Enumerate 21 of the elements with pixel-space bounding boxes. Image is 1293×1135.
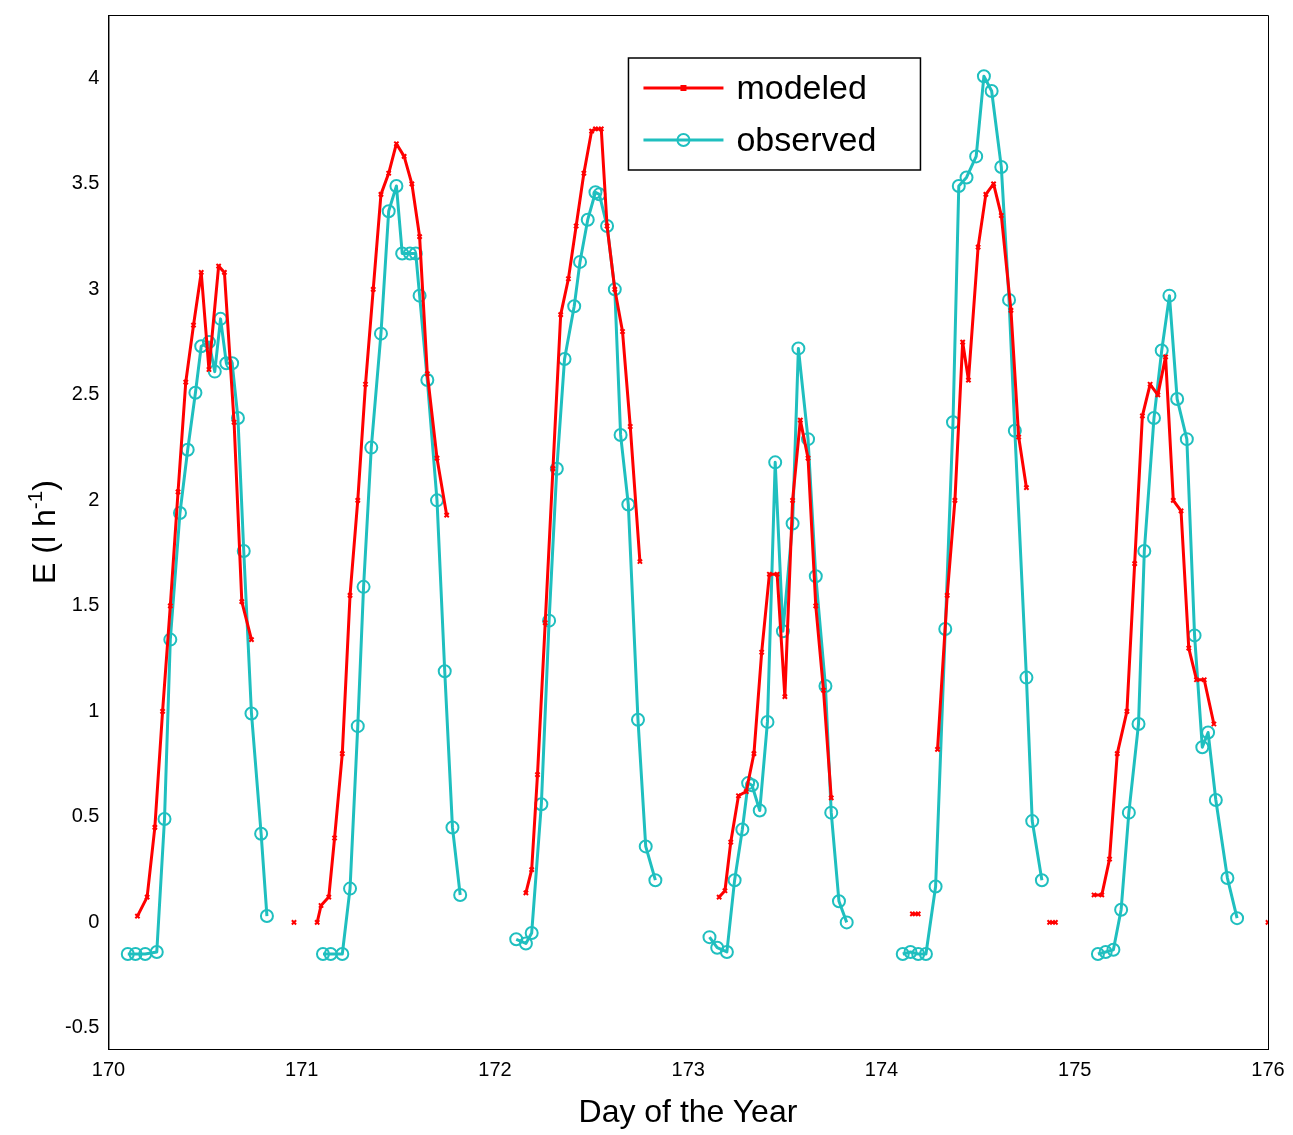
y-axis-title: E (l h-1) <box>23 480 62 584</box>
legend-label: observed <box>736 120 877 159</box>
y-tick-label: 4 <box>88 65 100 88</box>
x-tick-label: 170 <box>91 1057 126 1080</box>
y-tick-label: 3 <box>88 276 100 299</box>
x-tick-label: 175 <box>1058 1057 1092 1080</box>
y-tick-label: 2 <box>88 487 100 510</box>
x-tick-label: 172 <box>478 1057 512 1080</box>
y-tick-label: 3.5 <box>71 171 100 194</box>
y-tick-label: 1 <box>88 698 100 721</box>
y-tick-label: 0.5 <box>71 804 100 827</box>
legend-label: modeled <box>736 68 867 107</box>
x-tick-label: 176 <box>1251 1057 1285 1080</box>
y-tick-label: 2.5 <box>71 382 100 405</box>
x-tick-label: 174 <box>864 1057 899 1080</box>
x-axis-title: Day of the Year <box>578 1093 798 1129</box>
y-tick-label: 0 <box>88 909 100 932</box>
x-tick-label: 171 <box>285 1057 319 1080</box>
y-tick-label: -0.5 <box>64 1015 100 1038</box>
x-tick-label: 173 <box>671 1057 705 1080</box>
y-tick-label: 1.5 <box>71 593 100 616</box>
